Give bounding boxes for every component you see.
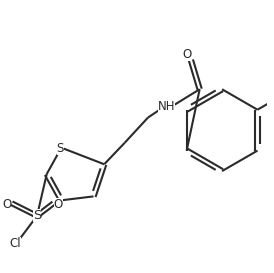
Text: I: I [273,102,274,115]
Text: O: O [2,198,12,211]
Text: NH: NH [158,100,175,113]
Text: S: S [57,142,64,155]
Text: O: O [54,198,63,211]
Text: O: O [182,48,192,61]
Text: S: S [33,209,41,222]
Text: Cl: Cl [10,237,21,250]
